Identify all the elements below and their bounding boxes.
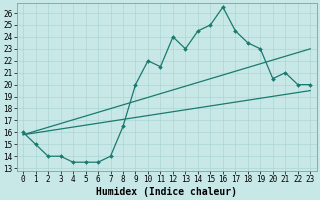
X-axis label: Humidex (Indice chaleur): Humidex (Indice chaleur)	[96, 186, 237, 197]
